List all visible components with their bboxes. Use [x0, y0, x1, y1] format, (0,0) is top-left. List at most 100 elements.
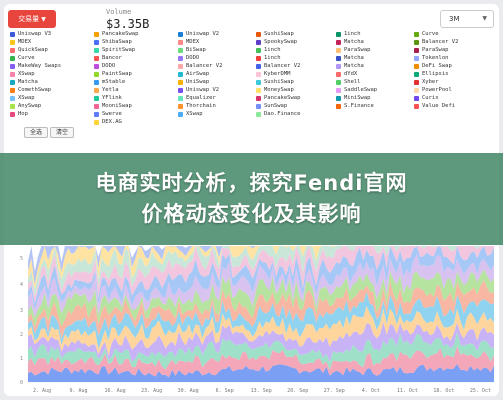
x-tick-label: 4. Oct — [362, 388, 380, 394]
select-all-button[interactable]: 全选 — [24, 127, 49, 138]
volume-stat-label: Volume — [106, 8, 132, 16]
legend-item[interactable]: XSwap — [10, 94, 90, 102]
legend-swatch — [414, 87, 419, 93]
legend-item[interactable]: ParaSwap — [336, 46, 416, 54]
legend-item[interactable]: AnySwap — [10, 102, 90, 110]
legend-item[interactable]: 1inch — [336, 30, 416, 38]
legend-item[interactable]: SushiSwap — [256, 30, 336, 38]
legend-swatch — [10, 47, 15, 53]
legend-item[interactable]: S.Finance — [336, 102, 416, 110]
headline-line-1: 电商实时分析，探究Fendi官网 — [95, 171, 408, 195]
legend-swatch — [336, 31, 341, 37]
legend-item[interactable]: MDEX — [10, 38, 90, 46]
legend-swatch — [94, 39, 99, 45]
legend-item[interactable]: QuickSwap — [10, 46, 90, 54]
legend-item[interactable]: Curve — [414, 30, 494, 38]
legend-item[interactable]: Thorchain — [178, 102, 258, 110]
legend-swatch — [178, 95, 183, 101]
legend-item[interactable]: MDEX — [178, 38, 258, 46]
legend-item[interactable]: UniSwap — [178, 78, 258, 86]
legend-item[interactable]: ShibaSwap — [94, 38, 174, 46]
legend-swatch — [94, 71, 99, 77]
legend-label: 1inch — [264, 55, 281, 61]
legend-item[interactable]: 1inch — [256, 54, 336, 62]
legend-label: ParaSwap — [422, 47, 449, 53]
legend-item[interactable]: Curve — [10, 54, 90, 62]
legend-label: DEX.AG — [102, 119, 122, 125]
legend-item[interactable]: Matcha — [336, 54, 416, 62]
legend-item[interactable]: SunSwap — [256, 102, 336, 110]
legend-item[interactable]: SushiSwap — [256, 78, 336, 86]
legend-item[interactable]: ComethSwap — [10, 86, 90, 94]
legend-item[interactable]: Shell — [336, 78, 416, 86]
legend-item[interactable]: Xyber — [414, 78, 494, 86]
volume-stat-value: $3.35B — [106, 17, 150, 31]
legend-item[interactable]: YFlink — [94, 94, 174, 102]
legend-item[interactable]: Tokenlon — [414, 54, 494, 62]
legend-item[interactable]: Balancer V2 — [414, 38, 494, 46]
legend-item[interactable]: Matcha — [336, 38, 416, 46]
legend-item[interactable]: Yetla — [94, 86, 174, 94]
venue-dropdown-button[interactable]: 交易量 ▼ — [8, 10, 56, 28]
time-range-select[interactable]: 3M ▼ — [440, 10, 494, 28]
legend-swatch — [178, 79, 183, 85]
legend-item[interactable]: Uniswap V3 — [10, 30, 90, 38]
legend-item[interactable]: XSwap — [10, 70, 90, 78]
legend-item[interactable]: Curix — [414, 94, 494, 102]
legend-item[interactable]: Uniswap V2 — [178, 86, 258, 94]
legend-item[interactable]: SpookySwap — [256, 38, 336, 46]
legend-item[interactable]: DEX.AG — [94, 118, 174, 126]
legend-label: PowerPool — [422, 87, 452, 93]
legend-label: S.Finance — [344, 103, 374, 109]
legend-swatch — [336, 95, 341, 101]
legend-column: Uniswap V3 MDEX QuickSwap Curve MakeWay Swap… — [10, 30, 90, 118]
legend-label: MiniSwap — [344, 95, 371, 101]
legend-item[interactable]: BiSwap — [178, 46, 258, 54]
legend-item[interactable]: PancakeSwap — [94, 30, 174, 38]
legend-label: SaddleSwap — [344, 87, 378, 93]
legend-item[interactable]: SpiritSwap — [94, 46, 174, 54]
legend-item[interactable]: MooniSwap — [94, 102, 174, 110]
legend-item[interactable]: MoneySwap — [256, 86, 336, 94]
legend-item[interactable]: SaddleSwap — [336, 86, 416, 94]
legend-item[interactable]: Balancer V2 — [256, 62, 336, 70]
area-series — [28, 269, 494, 328]
area-series — [28, 246, 494, 285]
time-range-value: 3M — [449, 15, 460, 23]
legend-item[interactable]: MakeWay Swaps — [10, 62, 90, 70]
legend-item[interactable]: Balancer V2 — [178, 62, 258, 70]
legend-item[interactable]: KyberDMM — [256, 70, 336, 78]
legend-swatch — [414, 39, 419, 45]
legend-item[interactable]: DODO — [178, 54, 258, 62]
legend-item[interactable]: Matcha — [10, 78, 90, 86]
legend-item[interactable]: DeFi Swap — [414, 62, 494, 70]
legend-item[interactable]: mStable — [94, 78, 174, 86]
legend-swatch — [10, 79, 15, 85]
legend-label: MDEX — [18, 39, 32, 45]
legend-item[interactable]: ParaSwap — [414, 46, 494, 54]
legend-item[interactable]: PancakeSwap — [256, 94, 336, 102]
x-tick-label: 9. Aug — [70, 388, 88, 394]
legend-item[interactable]: Dao.Finance — [256, 110, 336, 118]
legend-item[interactable]: Equalizer — [178, 94, 258, 102]
legend-item[interactable]: Swerve — [94, 110, 174, 118]
legend-item[interactable]: Value Defi — [414, 102, 494, 110]
legend-item[interactable]: PaintSwap — [94, 70, 174, 78]
legend-swatch — [256, 31, 261, 37]
legend-item[interactable]: Matcha — [336, 62, 416, 70]
legend-item[interactable]: Bancor — [94, 54, 174, 62]
legend-swatch — [10, 71, 15, 77]
legend-item[interactable]: XSwap — [178, 110, 258, 118]
legend-item[interactable]: PowerPool — [414, 86, 494, 94]
legend-item[interactable]: dYdX — [336, 70, 416, 78]
legend-item[interactable]: Hop — [10, 110, 90, 118]
legend-label: Yetla — [102, 87, 119, 93]
clear-selection-button[interactable]: 清空 — [50, 127, 75, 138]
legend-label: dYdX — [344, 71, 358, 77]
legend-item[interactable]: AirSwap — [178, 70, 258, 78]
legend-item[interactable]: Uniswap V2 — [178, 30, 258, 38]
legend-item[interactable]: MiniSwap — [336, 94, 416, 102]
legend-item[interactable]: Ellipsis — [414, 70, 494, 78]
legend-item[interactable]: DODO — [94, 62, 174, 70]
legend-item[interactable]: 1inch — [256, 46, 336, 54]
